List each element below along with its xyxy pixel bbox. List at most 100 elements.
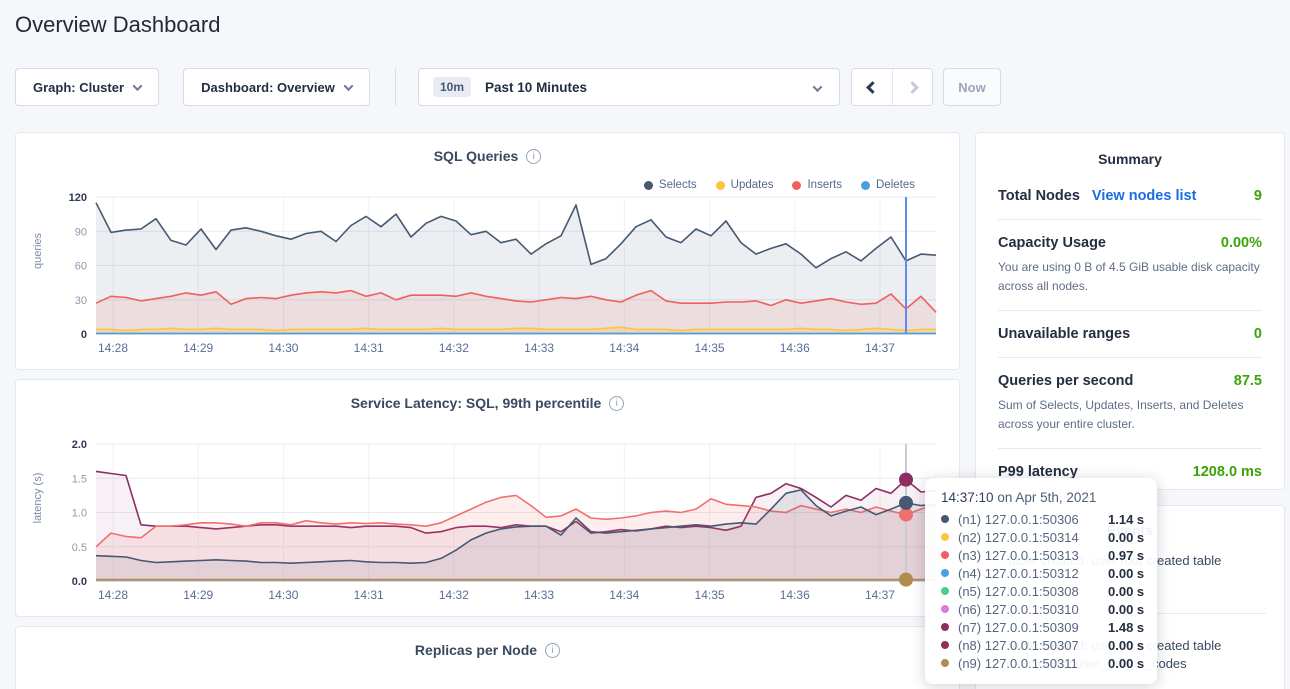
node-latency-value: 1.14 s — [1108, 512, 1144, 527]
summary-label: Queries per second — [998, 373, 1133, 389]
tooltip-row-n3: (n3) 127.0.0.1:503130.97 s — [941, 546, 1141, 564]
y-tick-label: 0.0 — [72, 576, 87, 588]
node-color-dot — [941, 587, 949, 595]
x-tick-label: 14:36 — [780, 588, 810, 602]
x-tick-label: 14:29 — [183, 341, 213, 355]
summary-value: 0 — [1254, 326, 1262, 342]
summary-row-total-nodes: Total NodesView nodes list9 — [998, 173, 1262, 220]
x-tick-label: 14:29 — [183, 588, 213, 602]
chevron-down-icon — [133, 81, 143, 91]
node-color-dot — [941, 569, 949, 577]
node-address: (n3) 127.0.0.1:50313 — [958, 548, 1108, 563]
summary-value: 87.5 — [1234, 373, 1262, 389]
summary-row-capacity-usage: Capacity Usage 0.00% You are using 0 B of … — [998, 220, 1262, 311]
summary-panel: Summary Total NodesView nodes list9Capac… — [975, 132, 1285, 490]
chart-title: Service Latency: SQL, 99th percentile — [351, 395, 602, 411]
x-tick-label: 14:34 — [609, 341, 639, 355]
summary-label: Total Nodes — [998, 188, 1080, 204]
node-address: (n5) 127.0.0.1:50308 — [958, 584, 1108, 599]
info-icon[interactable]: i — [609, 396, 624, 411]
summary-description: Sum of Selects, Updates, Inserts, and De… — [998, 396, 1262, 433]
dashboard-dropdown-label: Dashboard: Overview — [201, 80, 335, 95]
time-range-badge: 10m — [433, 77, 471, 97]
graph-dropdown-label: Graph: Cluster — [33, 80, 124, 95]
summary-row-header: Unavailable ranges0 — [998, 326, 1262, 342]
next-range-button[interactable] — [892, 69, 932, 105]
x-tick-label: 14:33 — [524, 341, 554, 355]
graph-dropdown[interactable]: Graph: Cluster — [15, 68, 159, 106]
prev-range-button[interactable] — [852, 69, 892, 105]
summary-row-unavailable-ranges: Unavailable ranges0 — [998, 311, 1262, 358]
info-icon[interactable]: i — [545, 643, 560, 658]
tooltip-rows: (n1) 127.0.0.1:503061.14 s(n2) 127.0.0.1… — [941, 510, 1141, 672]
service-latency-chart-card: Service Latency: SQL, 99th percentile i … — [15, 379, 960, 617]
now-button[interactable]: Now — [943, 68, 1001, 106]
node-latency-value: 1.48 s — [1108, 620, 1144, 635]
y-tick-label: 0 — [81, 329, 87, 341]
charts-column: SQL Queries i SelectsUpdatesInsertsDelet… — [15, 132, 960, 689]
toolbar: Graph: Cluster Dashboard: Overview 10m P… — [15, 68, 1001, 106]
node-address: (n6) 127.0.0.1:50310 — [958, 602, 1108, 617]
y-tick-label: 90 — [75, 226, 87, 238]
tooltip-date: on Apr 5th, 2021 — [997, 490, 1096, 505]
x-tick-label: 14:30 — [268, 341, 298, 355]
node-address: (n2) 127.0.0.1:50314 — [958, 530, 1108, 545]
x-tick-label: 14:31 — [354, 588, 384, 602]
tooltip-row-n8: (n8) 127.0.0.1:503070.00 s — [941, 636, 1141, 654]
summary-value: 1208.0 ms — [1193, 464, 1262, 480]
time-range-selector[interactable]: 10m Past 10 Minutes — [418, 68, 840, 106]
y-tick-label: 60 — [75, 261, 87, 273]
y-tick-label: 1.5 — [72, 473, 87, 485]
tooltip-row-n1: (n1) 127.0.0.1:503061.14 s — [941, 510, 1141, 528]
tooltip-row-n6: (n6) 127.0.0.1:503100.00 s — [941, 600, 1141, 618]
tooltip-row-n5: (n5) 127.0.0.1:503080.00 s — [941, 582, 1141, 600]
node-color-dot — [941, 605, 949, 613]
node-latency-value: 0.00 s — [1108, 566, 1144, 581]
node-address: (n8) 127.0.0.1:50307 — [958, 638, 1108, 653]
info-icon[interactable]: i — [526, 149, 541, 164]
chevron-left-icon — [866, 81, 879, 94]
chevron-down-icon — [343, 81, 353, 91]
node-latency-value: 0.00 s — [1108, 530, 1144, 545]
node-latency-value: 0.00 s — [1108, 602, 1144, 617]
sql-queries-chart-card: SQL Queries i SelectsUpdatesInsertsDelet… — [15, 132, 960, 370]
summary-value: 0.00% — [1221, 235, 1262, 251]
x-tick-label: 14:28 — [98, 341, 128, 355]
chevron-down-icon — [813, 82, 823, 92]
sql-queries-chart[interactable]: 0 30 60 90 120 14:28 14:29 14:30 14:31 14:32 14:33… — [36, 189, 941, 357]
x-tick-label: 14:35 — [695, 341, 725, 355]
chevron-right-icon — [906, 81, 919, 94]
x-tick-label: 14:35 — [695, 588, 725, 602]
node-latency-value: 0.00 s — [1108, 656, 1144, 671]
node-color-dot — [941, 641, 949, 649]
node-address: (n7) 127.0.0.1:50309 — [958, 620, 1108, 635]
hover-point-dot — [899, 473, 913, 487]
node-address: (n4) 127.0.0.1:50312 — [958, 566, 1108, 581]
node-color-dot — [941, 533, 949, 541]
x-tick-label: 14:28 — [98, 588, 128, 602]
node-latency-value: 0.97 s — [1108, 548, 1144, 563]
summary-row-header: Capacity Usage 0.00% — [998, 235, 1262, 251]
chart-title-row: Service Latency: SQL, 99th percentile i — [16, 380, 959, 411]
summary-label: Capacity Usage — [998, 235, 1106, 251]
y-tick-label: 30 — [75, 295, 87, 307]
service-latency-chart[interactable]: 0.00.51.01.52.014:2814:2914:3014:3114:32… — [36, 436, 941, 604]
summary-description: You are using 0 B of 4.5 GiB usable disk… — [998, 258, 1262, 295]
node-address: (n1) 127.0.0.1:50306 — [958, 512, 1108, 527]
node-latency-value: 0.00 s — [1108, 584, 1144, 599]
x-tick-label: 14:31 — [354, 341, 384, 355]
hover-point-dot — [899, 573, 913, 587]
y-tick-label: 120 — [69, 192, 87, 204]
tooltip-row-n2: (n2) 127.0.0.1:503140.00 s — [941, 528, 1141, 546]
summary-rows: Total NodesView nodes list9Capacity Usag… — [998, 173, 1262, 495]
x-tick-label: 14:37 — [865, 341, 895, 355]
x-tick-label: 14:32 — [439, 588, 469, 602]
tooltip-row-n7: (n7) 127.0.0.1:503091.48 s — [941, 618, 1141, 636]
node-address: (n9) 127.0.0.1:50311 — [958, 656, 1108, 671]
time-nav-group — [851, 68, 933, 106]
dashboard-dropdown[interactable]: Dashboard: Overview — [183, 68, 370, 106]
summary-row-queries-per-second: Queries per second 87.5 Sum of Selects, Up… — [998, 358, 1262, 449]
view-nodes-list-link[interactable]: View nodes list — [1092, 188, 1197, 204]
x-tick-label: 14:32 — [439, 341, 469, 355]
node-color-dot — [941, 659, 949, 667]
